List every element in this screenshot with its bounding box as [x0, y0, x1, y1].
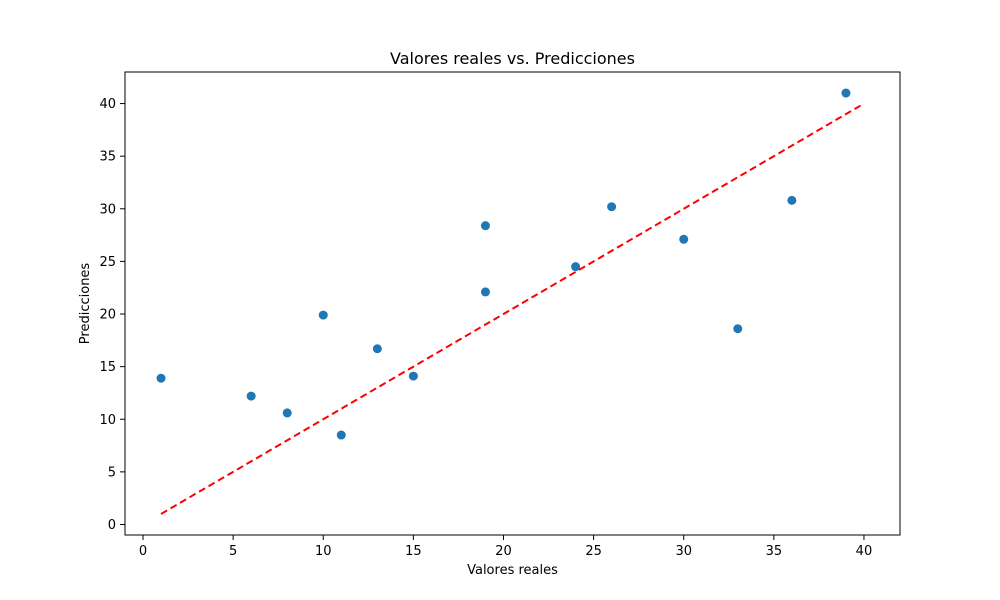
axis-ticks: 0 5 10 15 20 25 30 35 40 0 5 10 15 20 25 30 35 40: [99, 97, 872, 559]
x-tick-label: 30: [675, 544, 692, 559]
data-point: [372, 344, 382, 354]
x-tick-label: 15: [405, 544, 422, 559]
chart-title: Valores reales vs. Predicciones: [390, 49, 635, 68]
y-tick-label: 5: [108, 465, 116, 480]
data-point: [841, 88, 851, 98]
data-point: [318, 310, 328, 320]
y-tick-label: 30: [99, 202, 116, 217]
x-tick-label: 5: [229, 544, 237, 559]
data-point: [733, 324, 743, 334]
x-tick-label: 0: [139, 544, 147, 559]
data-point: [571, 262, 581, 272]
data-point: [679, 234, 689, 244]
x-tick-label: 40: [856, 544, 873, 559]
data-point: [787, 195, 797, 205]
x-tick-label: 35: [766, 544, 783, 559]
plot-area: [156, 88, 865, 515]
y-tick-label: 25: [99, 255, 116, 270]
data-point: [336, 430, 346, 440]
data-point: [480, 221, 490, 231]
data-point: [246, 391, 256, 401]
data-point: [408, 371, 418, 381]
x-tick-label: 25: [585, 544, 602, 559]
y-tick-label: 0: [108, 518, 116, 533]
reference-line: [160, 102, 865, 515]
y-tick-label: 10: [99, 413, 116, 428]
data-point: [156, 373, 166, 383]
data-point: [480, 287, 490, 297]
data-point: [607, 202, 617, 212]
y-axis-title: Predicciones: [78, 263, 93, 345]
data-point: [282, 408, 292, 418]
y-tick-label: 35: [99, 150, 116, 165]
y-tick-label: 15: [99, 360, 116, 375]
y-tick-label: 40: [99, 97, 116, 112]
x-tick-label: 10: [315, 544, 332, 559]
x-axis-title: Valores reales: [467, 563, 558, 578]
plot-frame: [124, 71, 901, 536]
y-tick-label: 20: [99, 308, 116, 323]
x-tick-label: 20: [495, 544, 512, 559]
